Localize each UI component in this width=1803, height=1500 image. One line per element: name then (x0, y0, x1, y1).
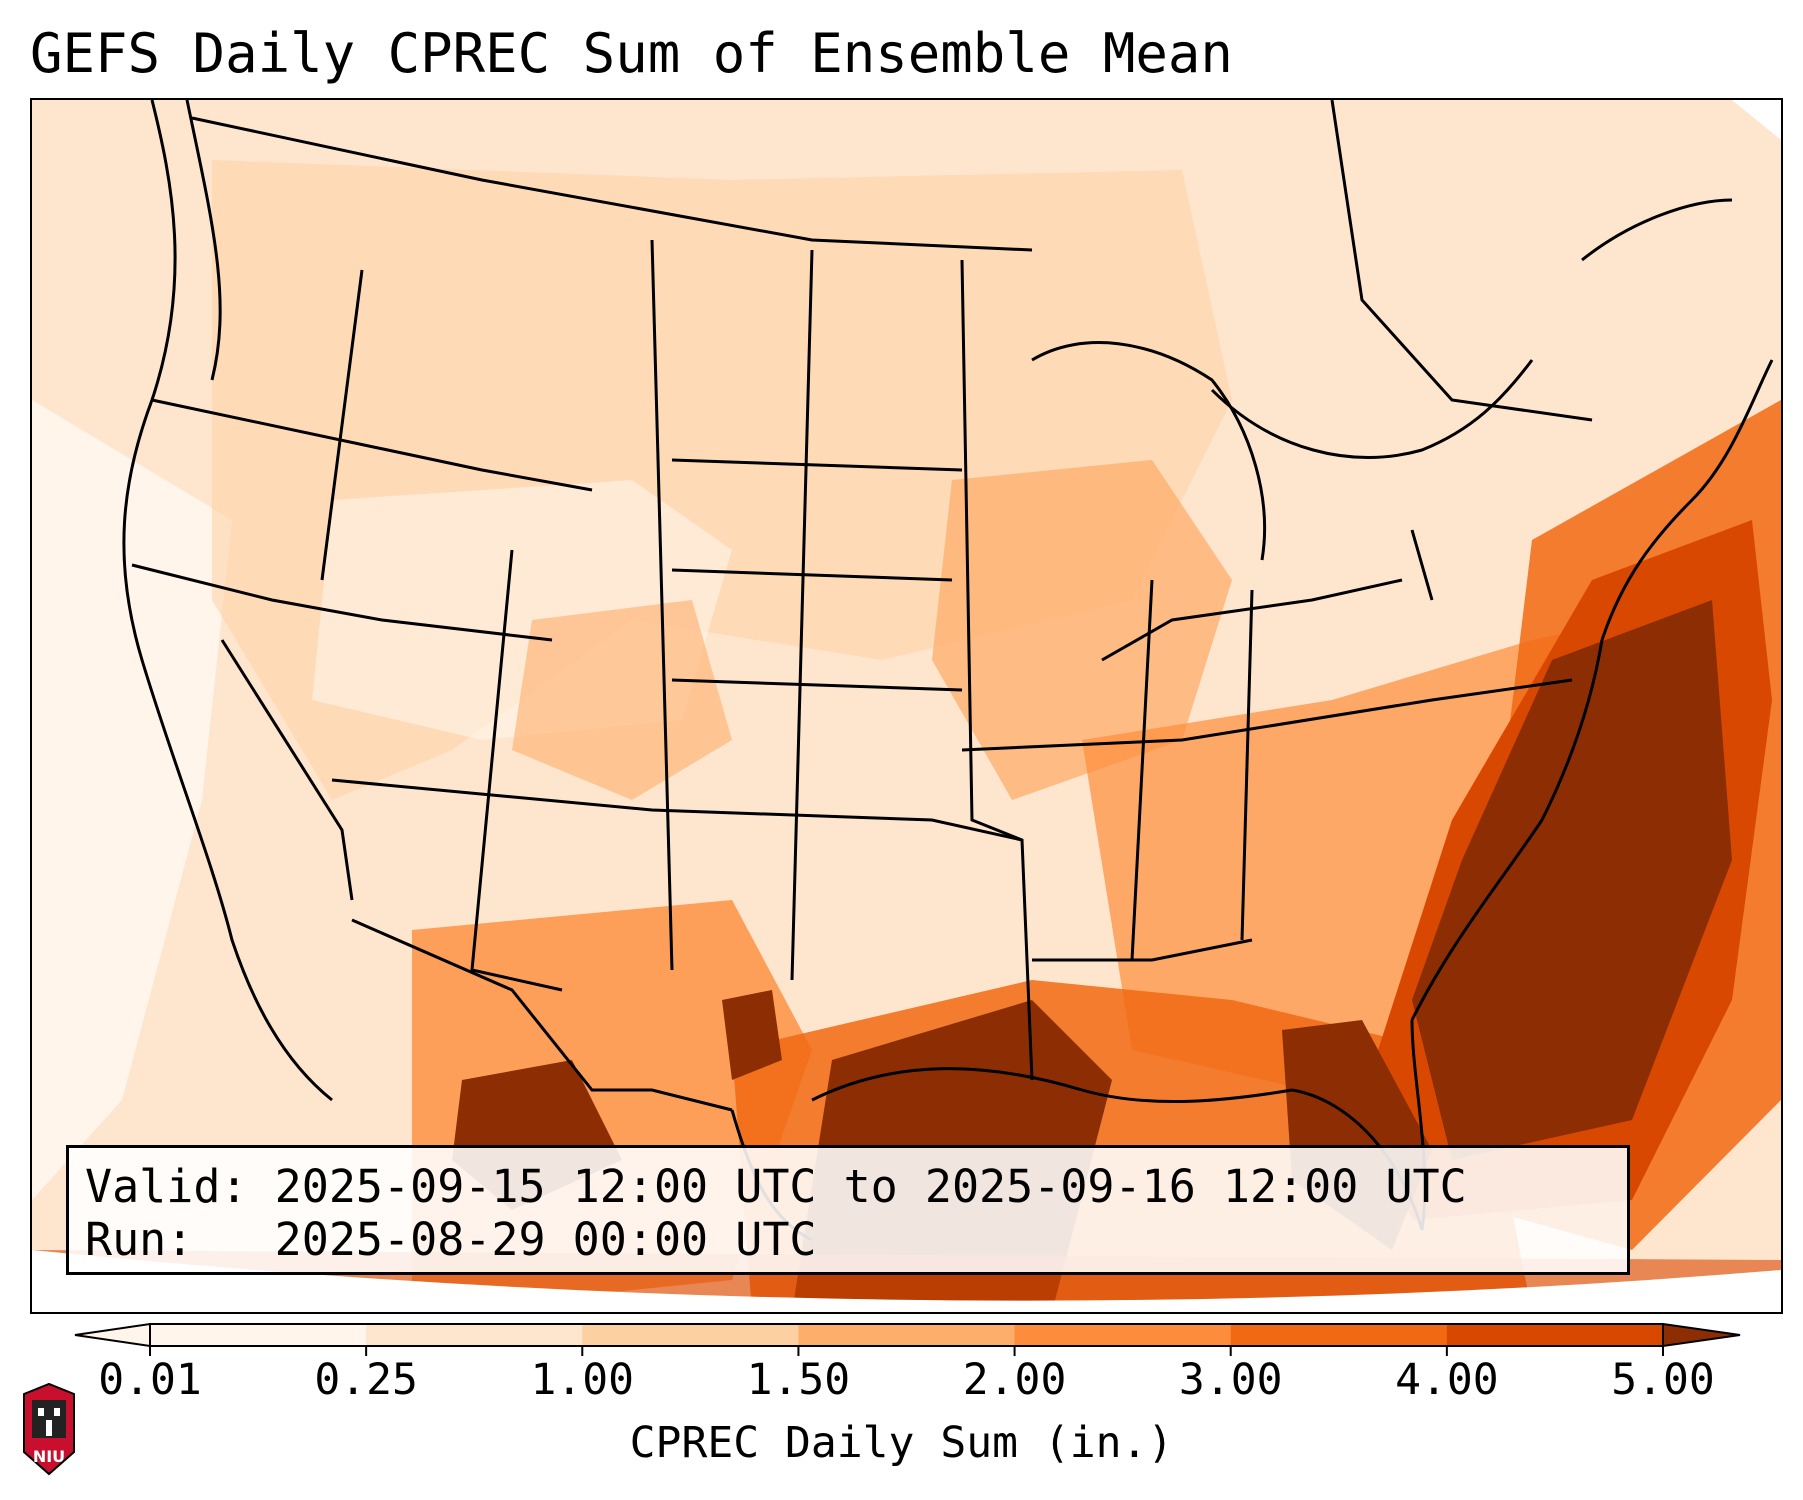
border-central-2 (790, 249, 814, 981)
atlantic-coast-south (1410, 639, 1604, 1021)
texas-max (722, 990, 782, 1080)
colorbar-tick-label: 0.01 (98, 1355, 202, 1405)
colorbar-label: CPREC Daily Sum (in.) (629, 1418, 1174, 1468)
puget-coast (185, 100, 222, 381)
border-az-nm (470, 549, 563, 992)
colorbar-tick-label: 4.00 (1395, 1355, 1499, 1405)
border-id (320, 269, 364, 581)
border-central-3 (960, 259, 1034, 1081)
colorbar-outline (149, 1323, 1664, 1347)
us-canada-border (191, 116, 1033, 252)
canada-border-east (1330, 100, 1593, 422)
pacific-coastline (122, 100, 333, 1102)
colorbar-segment (582, 1324, 799, 1346)
colorbar-ticks (149, 1346, 1664, 1356)
border-pa-md (1410, 529, 1434, 601)
border-ne-ks (671, 678, 963, 692)
valid-label: Valid: (85, 1160, 248, 1213)
colorbar-tick-label: 1.00 (530, 1355, 635, 1405)
colorbar-segment (1230, 1324, 1448, 1346)
border-il-in (1130, 579, 1154, 961)
atlantic-max (1412, 600, 1732, 1160)
colorbar-tick-label: 3.00 (1178, 1355, 1283, 1405)
border-ca-nv (220, 639, 354, 901)
great-lakes-outline (1031, 341, 1266, 561)
border-or-ca (131, 563, 553, 642)
southwest-rain (512, 600, 732, 800)
projection-edge-corner (1732, 100, 1781, 140)
valid-row: Valid: 2025-09-15 12:00 UTC to 2025-09-1… (85, 1160, 1627, 1213)
colorbar (74, 1322, 1741, 1356)
colorbar-segment (798, 1324, 1016, 1346)
atlantic-coast-north (1600, 359, 1774, 641)
us-mexico-border (351, 918, 733, 1112)
colorbar-extend-high (1662, 1322, 1741, 1348)
colorbar-segment (1446, 1324, 1664, 1346)
projection-edge-bottom (32, 1250, 1781, 1312)
border-ohio-river (1101, 578, 1403, 662)
midwest-rain (932, 460, 1232, 800)
border-ok-tn-nc (961, 678, 1573, 752)
st-lawrence (1581, 198, 1733, 262)
border-southwest (331, 778, 1023, 842)
map-title: GEFS Daily CPREC Sum of Ensemble Mean (30, 22, 1233, 85)
run-value: 2025-08-29 00:00 UTC (274, 1213, 817, 1266)
run-label: Run: (85, 1213, 194, 1266)
border-la-ms (1032, 938, 1253, 962)
colorbar-tick-label: 5.00 (1611, 1355, 1715, 1405)
colorbar-segments (74, 1322, 1741, 1348)
niu-logo-icon: NIU (23, 1382, 75, 1476)
map-canvas (32, 100, 1781, 1312)
colorbar-tick-label: 1.50 (746, 1355, 851, 1405)
border-sd-ne (671, 568, 953, 582)
valid-value: 2025-09-15 12:00 UTC to 2025-09-16 12:00… (274, 1160, 1467, 1213)
border-wa-or (151, 398, 593, 492)
gulf-coast (811, 1067, 1293, 1104)
border-al-ga (1240, 589, 1254, 941)
logo-text: NIU (33, 1447, 65, 1466)
valid-run-info-box: Valid: 2025-09-15 12:00 UTC to 2025-09-1… (66, 1145, 1630, 1275)
precipitation-map (30, 98, 1783, 1314)
ocean-low-precip (32, 400, 232, 1200)
colorbar-tick-label: 0.25 (314, 1355, 418, 1405)
border-nd-sd (671, 458, 963, 472)
colorbar-segment (150, 1324, 367, 1346)
borders (122, 100, 1774, 1242)
colorbar-tick-label: 2.00 (962, 1355, 1067, 1405)
colorbar-segment (1014, 1324, 1232, 1346)
run-row: Run: 2025-08-29 00:00 UTC (85, 1213, 1627, 1266)
colorbar-extend-low (74, 1322, 151, 1348)
lake-erie-ontario (1210, 359, 1534, 459)
border-central-1 (650, 239, 674, 971)
colorbar-segment (366, 1324, 583, 1346)
